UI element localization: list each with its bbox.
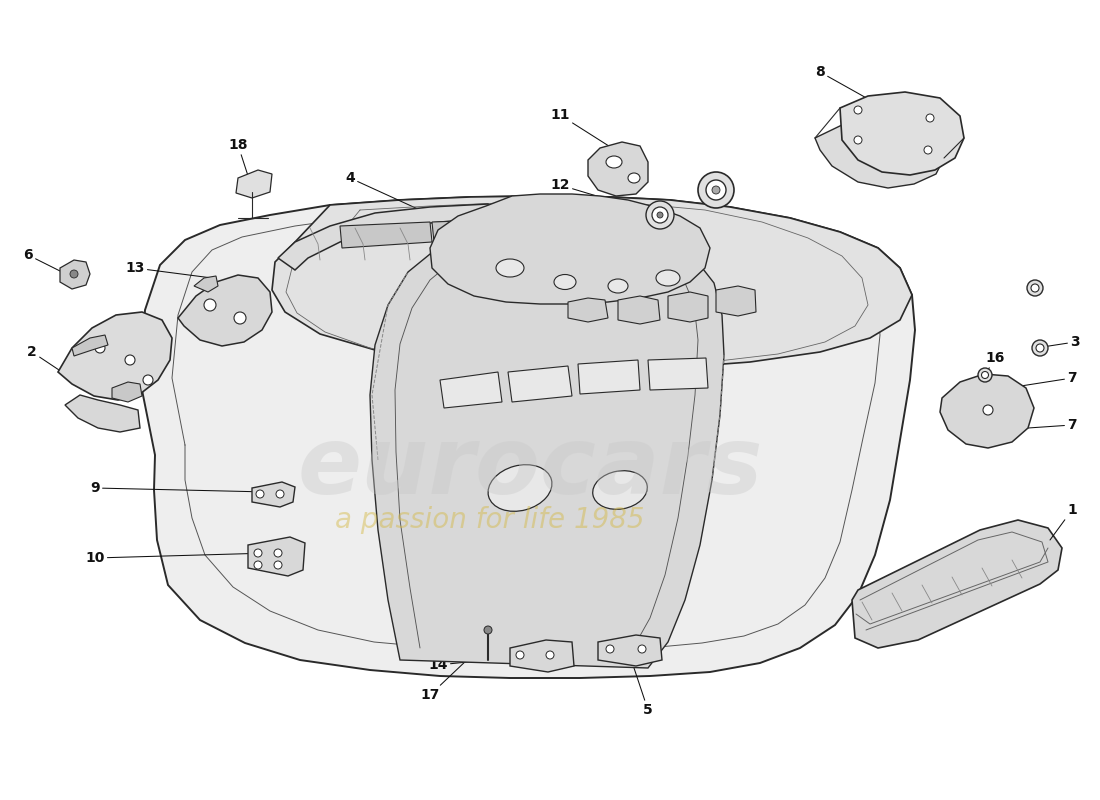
Circle shape [204,299,216,311]
Polygon shape [440,372,502,408]
Circle shape [125,355,135,365]
Polygon shape [510,640,574,672]
Circle shape [706,180,726,200]
Circle shape [926,114,934,122]
Polygon shape [60,260,90,289]
Ellipse shape [628,173,640,183]
Ellipse shape [608,279,628,293]
Circle shape [484,626,492,634]
Polygon shape [340,222,432,248]
Circle shape [924,146,932,154]
Circle shape [276,490,284,498]
Text: 7: 7 [1028,418,1077,432]
Polygon shape [618,296,660,324]
Circle shape [254,561,262,569]
Circle shape [978,368,992,382]
Polygon shape [668,292,708,322]
Text: 6: 6 [23,248,62,272]
Text: 4: 4 [345,171,420,210]
Polygon shape [852,520,1062,648]
Polygon shape [248,537,305,576]
Circle shape [254,549,262,557]
Polygon shape [430,194,710,304]
Polygon shape [940,374,1034,448]
Circle shape [546,651,554,659]
Text: 16: 16 [984,351,1004,375]
Ellipse shape [496,259,524,277]
Text: 8: 8 [815,65,870,100]
Ellipse shape [606,156,621,168]
Circle shape [1027,280,1043,296]
Circle shape [143,375,153,385]
Circle shape [256,490,264,498]
Circle shape [657,212,663,218]
Text: 14: 14 [428,655,536,672]
Polygon shape [178,275,272,346]
Polygon shape [370,222,724,668]
Circle shape [606,645,614,653]
Ellipse shape [554,274,576,290]
Polygon shape [72,335,108,356]
Ellipse shape [488,465,552,511]
Ellipse shape [656,270,680,286]
Circle shape [95,343,104,353]
Circle shape [712,186,720,194]
Polygon shape [508,366,572,402]
Polygon shape [278,204,495,270]
Text: a passion for life 1985: a passion for life 1985 [336,506,645,534]
Text: 10: 10 [86,551,270,565]
Circle shape [1031,284,1040,292]
Polygon shape [236,170,272,198]
Text: 3: 3 [1036,335,1080,349]
Circle shape [516,651,524,659]
Polygon shape [648,358,708,390]
Text: 12: 12 [550,178,660,215]
Polygon shape [716,286,756,316]
Circle shape [854,106,862,114]
Circle shape [70,270,78,278]
Text: eurocars: eurocars [297,422,762,514]
Text: 17: 17 [420,640,488,702]
Polygon shape [194,276,218,292]
Polygon shape [112,382,142,402]
Text: 11: 11 [550,108,612,148]
Polygon shape [65,395,140,432]
Circle shape [981,371,989,378]
Ellipse shape [593,470,647,510]
Text: 5: 5 [628,650,653,717]
Polygon shape [272,196,912,370]
Polygon shape [578,360,640,394]
Circle shape [646,201,674,229]
Circle shape [1032,340,1048,356]
Polygon shape [568,298,608,322]
Polygon shape [840,92,964,175]
Circle shape [1036,344,1044,352]
Polygon shape [815,118,944,188]
Polygon shape [598,635,662,666]
Polygon shape [432,220,490,242]
Text: 7: 7 [1008,371,1077,388]
Circle shape [638,645,646,653]
Circle shape [652,207,668,223]
Text: 18: 18 [229,138,250,182]
Text: 13: 13 [125,261,212,278]
Circle shape [983,405,993,415]
Circle shape [234,312,246,324]
Polygon shape [58,312,172,400]
Circle shape [698,172,734,208]
Polygon shape [252,482,295,507]
Circle shape [854,136,862,144]
Text: 9: 9 [90,481,268,495]
Text: 2: 2 [28,345,62,372]
Text: 1: 1 [1050,503,1077,540]
Polygon shape [588,142,648,196]
Circle shape [274,561,282,569]
Circle shape [274,549,282,557]
Polygon shape [140,196,915,678]
